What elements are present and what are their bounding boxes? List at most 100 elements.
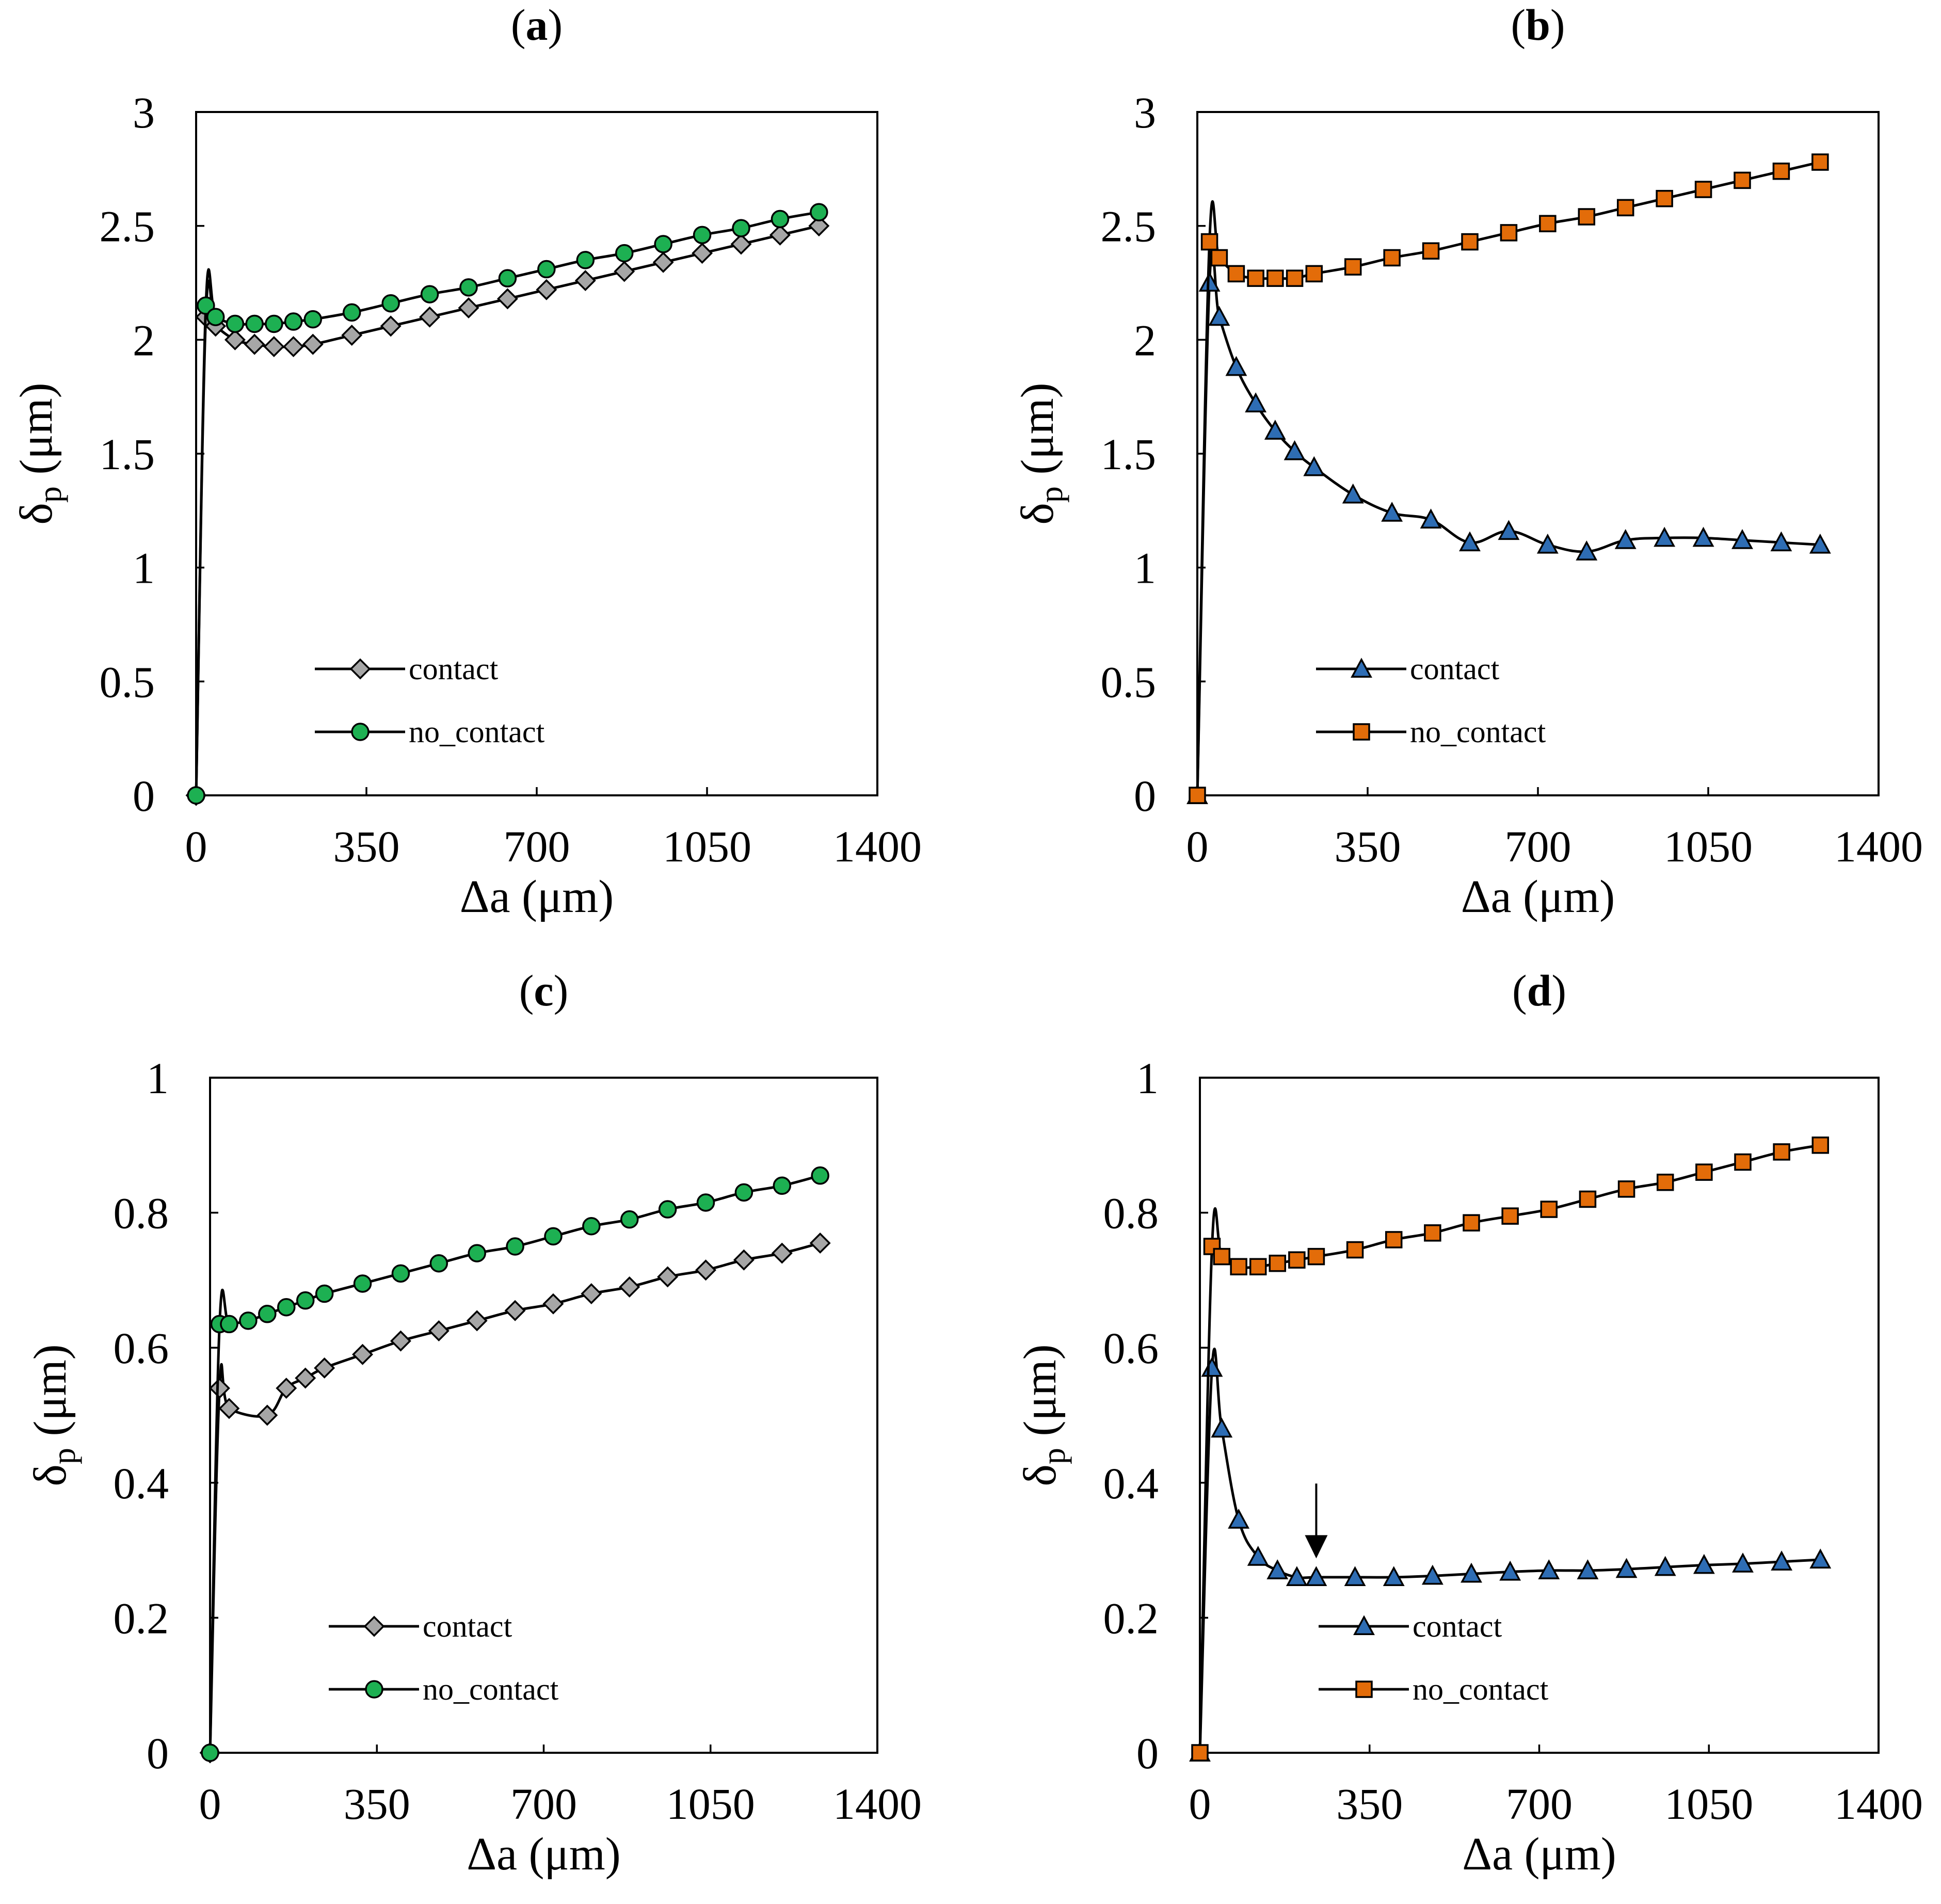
marker-no_contact-0 <box>1191 1744 1209 1762</box>
marker-no_contact-legend <box>1353 723 1370 741</box>
marker-no_contact-7 <box>1305 265 1323 283</box>
marker-contact-4 <box>1245 392 1267 412</box>
panel-label-c: (c) <box>519 966 568 1015</box>
marker-contact-7 <box>352 1343 374 1365</box>
panel-label-close: ) <box>1551 966 1566 1015</box>
y-tick-label: 1.5 <box>1101 429 1157 479</box>
marker-no_contact-6 <box>1288 1251 1306 1269</box>
y-tick-label: 0.6 <box>114 1323 169 1373</box>
marker-contact-5 <box>263 336 285 358</box>
panel-label-letter: d <box>1527 966 1552 1015</box>
y-axis-label-symbol: δ <box>1012 503 1063 524</box>
marker-contact-7 <box>1305 1566 1327 1586</box>
marker-contact-12 <box>1498 520 1520 540</box>
panel-label-b: (b) <box>1511 0 1565 50</box>
marker-contact-16 <box>695 1259 716 1281</box>
series-contact <box>185 215 830 806</box>
marker-contact-5 <box>1264 420 1286 440</box>
marker-no_contact-8 <box>1344 258 1362 276</box>
marker-contact-14 <box>1577 1559 1599 1579</box>
marker-contact-2 <box>218 1398 240 1419</box>
y-tick-label: 2.5 <box>1101 202 1157 251</box>
marker-contact-10 <box>1420 508 1442 529</box>
marker-no_contact-10 <box>420 285 439 303</box>
marker-no_contact-17 <box>1694 181 1712 198</box>
marker-contact-1 <box>208 1378 230 1399</box>
y-axis-label-unit: (μm) <box>1012 382 1063 486</box>
y-tick-label: 1 <box>1134 543 1156 593</box>
x-tick-label: 0 <box>185 822 207 871</box>
marker-no_contact-15 <box>615 244 634 263</box>
x-tick-label: 1400 <box>1834 822 1923 871</box>
marker-no_contact-14 <box>576 251 595 269</box>
marker-contact-legend <box>1353 1615 1375 1636</box>
x-tick-label: 350 <box>344 1779 410 1829</box>
marker-no_contact-10 <box>1424 1224 1441 1242</box>
marker-no_contact-3 <box>1230 1258 1247 1275</box>
y-axis-label: δp (μm) <box>11 382 68 524</box>
marker-contact-18 <box>1732 1553 1754 1573</box>
marker-contact-14 <box>574 270 596 292</box>
marker-contact-13 <box>536 279 557 300</box>
panel-label-d: (d) <box>1512 966 1566 1015</box>
marker-contact-9 <box>1383 1566 1405 1586</box>
marker-contact-18 <box>730 233 752 255</box>
marker-contact-10 <box>1421 1564 1443 1585</box>
marker-no_contact-1 <box>197 296 215 315</box>
marker-contact-17 <box>733 1249 755 1271</box>
y-tick-label: 0.6 <box>1103 1323 1159 1373</box>
marker-no_contact-19 <box>1772 162 1790 180</box>
marker-no_contact-13 <box>1540 1201 1558 1218</box>
y-tick-label: 0 <box>147 1729 169 1778</box>
marker-no_contact-14 <box>582 1217 601 1236</box>
marker-contact-19 <box>769 224 791 246</box>
marker-no_contact-11 <box>459 278 478 297</box>
marker-contact-10 <box>419 306 441 328</box>
x-tick-label: 1050 <box>666 1779 755 1829</box>
marker-no_contact-18 <box>732 219 750 237</box>
marker-no_contact-14 <box>1578 208 1596 226</box>
marker-no_contact-9 <box>381 294 400 313</box>
legend-label: no_contact <box>1410 715 1546 749</box>
marker-contact-11 <box>1461 1562 1482 1583</box>
marker-contact-17 <box>1693 1554 1715 1574</box>
series-no_contact <box>1191 1137 1830 1762</box>
panel-label-open: ( <box>1512 966 1527 1015</box>
marker-contact-20 <box>808 215 830 237</box>
legend-label: contact <box>409 652 499 686</box>
marker-contact-18 <box>771 1242 793 1264</box>
marker-contact-3 <box>224 329 246 350</box>
series-line-no_contact <box>1196 161 1821 796</box>
legend-label: contact <box>423 1609 512 1643</box>
marker-contact-6 <box>314 1357 335 1379</box>
marker-contact-15 <box>614 261 635 282</box>
chart-panel-b: (b) 0 350 700 1050 1400 0 0.5 1 1.5 2 2.5 3 Δa (μm) δp… <box>1012 0 1923 922</box>
y-tick-label: 0.5 <box>1101 657 1157 707</box>
marker-no_contact-15 <box>1617 1180 1635 1198</box>
chart-panel-a: (a) 0 350 700 1050 1400 0 0.5 1 1.5 2 2.5 3 Δa (μm) δp… <box>11 0 922 922</box>
marker-no_contact-16 <box>1656 1173 1674 1191</box>
marker-no_contact-legend <box>1355 1681 1373 1698</box>
marker-contact-11 <box>504 1300 526 1321</box>
marker-no_contact-18 <box>1734 1153 1752 1171</box>
y-axis-label-symbol: δ <box>11 503 62 524</box>
y-tick-label: 0.2 <box>1103 1593 1159 1643</box>
marker-no_contact-3 <box>239 1311 258 1330</box>
series-no_contact <box>187 203 828 805</box>
marker-contact-17 <box>1692 526 1714 547</box>
marker-no_contact-15 <box>620 1210 639 1229</box>
marker-contact-19 <box>1770 531 1792 552</box>
panel-label-close: ) <box>1550 0 1565 50</box>
marker-no_contact-2 <box>1210 249 1228 267</box>
series-contact <box>1189 1348 1832 1762</box>
y-axis-label-unit: (μm) <box>11 382 62 486</box>
marker-no_contact-18 <box>1734 171 1751 189</box>
series-line-contact <box>195 225 820 796</box>
marker-contact-11 <box>1459 531 1481 552</box>
x-tick-label: 700 <box>1505 822 1571 871</box>
marker-no_contact-13 <box>537 260 556 279</box>
marker-no_contact-16 <box>654 235 672 253</box>
marker-contact-legend <box>363 1615 385 1637</box>
x-tick-label: 350 <box>333 822 400 871</box>
